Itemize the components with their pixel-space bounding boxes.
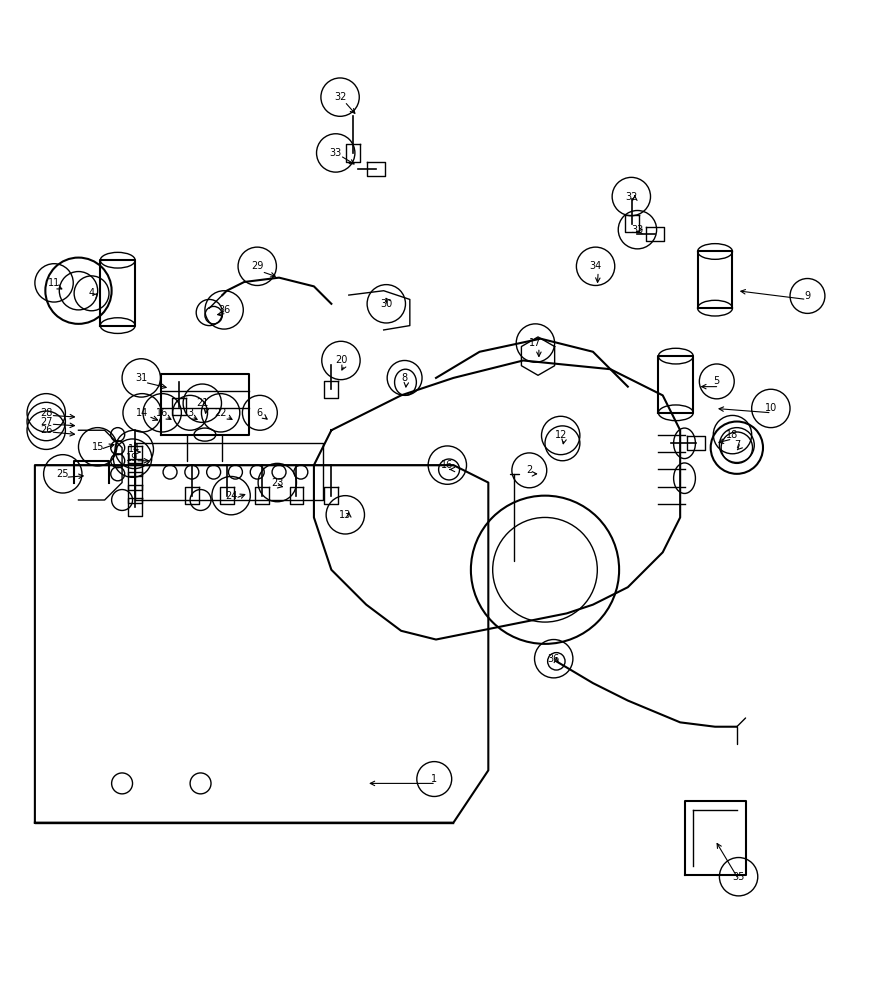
- Text: 12: 12: [555, 430, 567, 440]
- Text: 21: 21: [196, 398, 208, 408]
- Text: 7: 7: [733, 440, 740, 450]
- Text: 32: 32: [334, 92, 346, 102]
- Text: 30: 30: [380, 299, 392, 309]
- Text: 13: 13: [339, 510, 351, 520]
- Text: 15: 15: [92, 442, 104, 452]
- Text: 22: 22: [215, 408, 227, 418]
- Text: 14: 14: [136, 408, 148, 418]
- Text: 2: 2: [526, 465, 533, 475]
- Text: 5: 5: [713, 376, 720, 386]
- Text: 3: 3: [187, 408, 194, 418]
- Text: 27: 27: [40, 417, 52, 427]
- Text: 34: 34: [589, 261, 602, 271]
- Text: 17: 17: [529, 338, 542, 348]
- Text: 1: 1: [431, 774, 438, 784]
- Text: 16: 16: [441, 460, 453, 470]
- Text: 20: 20: [335, 355, 347, 365]
- Text: 25: 25: [57, 469, 69, 479]
- Text: 28: 28: [40, 408, 52, 418]
- Text: 24: 24: [225, 491, 237, 501]
- Text: 19: 19: [126, 453, 139, 463]
- Text: 18: 18: [726, 430, 739, 440]
- Text: 33: 33: [330, 148, 342, 158]
- Text: 16: 16: [156, 408, 168, 418]
- Text: 11: 11: [48, 278, 60, 288]
- Text: 26: 26: [40, 425, 52, 435]
- Text: 8: 8: [401, 373, 408, 383]
- Text: 23: 23: [271, 478, 283, 488]
- Text: 33: 33: [631, 225, 644, 235]
- Text: 36: 36: [548, 654, 560, 664]
- Text: 10: 10: [765, 403, 777, 413]
- Text: 9: 9: [804, 291, 811, 301]
- Text: 35: 35: [732, 872, 745, 882]
- Text: 32: 32: [625, 192, 637, 202]
- Text: 14: 14: [128, 444, 140, 454]
- Text: 36: 36: [218, 305, 230, 315]
- Text: 6: 6: [256, 408, 263, 418]
- Text: 4: 4: [88, 288, 95, 298]
- Text: 29: 29: [251, 261, 263, 271]
- Text: 31: 31: [135, 373, 147, 383]
